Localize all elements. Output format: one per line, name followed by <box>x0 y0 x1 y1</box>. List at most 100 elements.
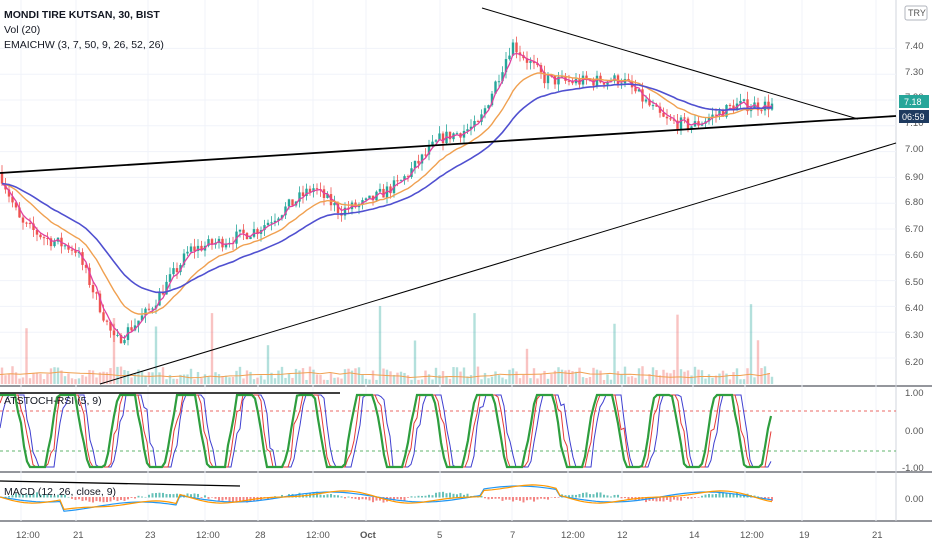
macd-histogram-bar <box>494 497 497 499</box>
candle-body <box>536 63 539 66</box>
volume-bar <box>182 374 186 384</box>
volume-bar <box>599 370 602 384</box>
macd-histogram-bar <box>599 492 602 498</box>
candle-body <box>396 180 399 182</box>
macd-histogram-bar <box>589 494 591 498</box>
ema-legend[interactable]: EMAICHW (3, 7, 50, 9, 26, 52, 26) <box>4 39 164 51</box>
volume-bar <box>760 368 763 384</box>
volume-bar <box>767 373 770 384</box>
macd-histogram-bar <box>81 497 84 502</box>
candle-body <box>473 121 476 127</box>
volume-bar <box>364 378 368 384</box>
volume-bar <box>98 372 102 384</box>
candle-body <box>49 238 53 247</box>
macd-histogram-bar <box>421 495 423 498</box>
macd-histogram-bar <box>134 497 136 499</box>
macd-legend[interactable]: MACD (12, 26, close, 9) <box>4 486 117 498</box>
macd-histogram-bar <box>414 496 416 498</box>
candle-body <box>711 114 714 118</box>
volume-bar <box>294 368 298 384</box>
macd-histogram-bar <box>32 493 35 498</box>
macd-histogram-bar <box>50 495 52 498</box>
volume-bar <box>368 379 371 384</box>
macd-histogram-bar <box>29 494 31 498</box>
macd-histogram-bar <box>641 497 644 501</box>
macd-histogram-bar <box>498 497 500 499</box>
macd-histogram-bar <box>270 497 273 500</box>
candle-body <box>714 114 718 116</box>
volume-bar <box>371 370 375 384</box>
volume-bar <box>25 328 28 384</box>
volume-bar <box>707 374 711 384</box>
macd-histogram-bar <box>617 494 619 498</box>
candle-body <box>35 230 39 235</box>
symbol-legend[interactable]: MONDI TIRE KUTSAN, 30, BIST <box>4 9 160 21</box>
macd-histogram-bar <box>57 494 59 498</box>
candle-body <box>67 245 70 250</box>
macd-histogram-bar <box>704 494 707 498</box>
time-tick: 23 <box>145 530 156 541</box>
volume-legend[interactable]: Vol (20) <box>4 24 41 36</box>
price-tick: 6.40 <box>905 303 924 314</box>
volume-bar <box>585 378 588 384</box>
macd-histogram-bar <box>466 493 469 498</box>
macd-line <box>0 485 773 512</box>
candle-body <box>280 215 284 219</box>
candle-body <box>11 196 14 203</box>
volume-bar <box>497 375 501 384</box>
candle-body <box>179 264 182 273</box>
volume-bar <box>287 373 291 384</box>
volume-bar <box>501 377 504 384</box>
candle-body <box>476 121 480 123</box>
resistance-trendline[interactable] <box>481 7 859 120</box>
candle-body <box>46 237 49 239</box>
currency-badge[interactable] <box>904 5 928 21</box>
macd-histogram-bar <box>627 497 630 500</box>
macd-histogram-bar <box>18 493 21 498</box>
last-price-label: 7.18 <box>904 97 922 107</box>
volume-bar <box>392 374 396 384</box>
candle-body <box>200 245 203 251</box>
price-axis[interactable]: 7.40 7.30 7.20 7.10 7.00 6.90 6.80 6.70 … <box>905 41 924 368</box>
macd-histogram-bar <box>529 497 532 500</box>
volume-bar <box>564 370 567 384</box>
time-tick: 19 <box>799 530 810 541</box>
candle-body <box>301 192 305 197</box>
volume-bar <box>382 368 385 384</box>
candle-body <box>21 217 25 223</box>
macd-histogram-bar <box>435 492 437 498</box>
candle-body <box>95 292 98 294</box>
volume-bar <box>763 366 767 384</box>
candle-body <box>144 308 147 316</box>
volume-bar <box>574 371 578 384</box>
rising-trendline[interactable] <box>99 142 897 385</box>
candle-body <box>39 234 42 238</box>
volume-bar <box>284 377 287 384</box>
volume-bar <box>291 377 294 384</box>
stoch-legend[interactable]: ATSTOCH-RSI (5, 9) <box>4 395 102 407</box>
volume-bar <box>168 374 172 384</box>
macd-histogram-bar <box>204 495 206 498</box>
candle-body <box>165 281 168 295</box>
volume-bar <box>242 378 245 384</box>
macd-histogram-bar <box>123 497 126 501</box>
candle-body <box>637 89 641 92</box>
macd-trendline[interactable] <box>0 480 241 487</box>
price-tick: 7.40 <box>905 41 924 52</box>
volume-bar <box>84 376 88 384</box>
volume-bar <box>473 313 476 384</box>
candle-body <box>263 225 266 231</box>
macd-histogram-bar <box>428 494 430 498</box>
macd-histogram-bar <box>120 497 122 500</box>
volume-bar <box>210 313 214 384</box>
time-tick: Oct <box>360 530 377 541</box>
candle-body <box>189 246 193 252</box>
macd-histogram-bar <box>15 493 17 498</box>
volume-bar <box>263 379 266 384</box>
candle-body <box>756 102 760 111</box>
support-trendline[interactable] <box>0 115 897 174</box>
time-axis[interactable]: 12:00 21 23 12:00 28 12:00 Oct 5 7 12:00… <box>16 530 883 541</box>
macd-histogram-bar <box>319 494 322 498</box>
macd-histogram-bar <box>582 492 584 498</box>
